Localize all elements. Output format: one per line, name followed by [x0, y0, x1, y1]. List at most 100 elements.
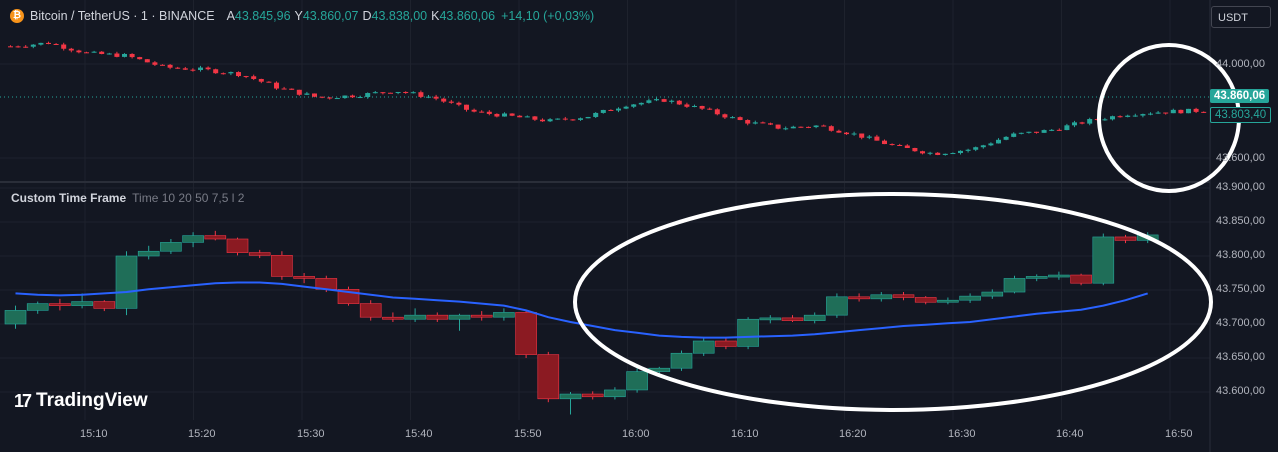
- ctf-candle-body: [470, 314, 493, 318]
- time-axis-label: 15:40: [405, 428, 433, 440]
- ctf-candle-body: [1070, 274, 1092, 284]
- candle-body: [965, 149, 971, 151]
- ctf-candle-body: [448, 314, 471, 320]
- low-value: 43.838,00: [371, 9, 428, 23]
- high-label: Y: [294, 9, 303, 23]
- candle-body: [851, 133, 857, 135]
- candle-body: [258, 78, 264, 82]
- indicator-legend[interactable]: Custom Time Frame Time 10 20 50 7,5 l 2: [11, 191, 244, 205]
- candle-body: [661, 99, 667, 102]
- candle-body: [418, 92, 424, 97]
- candle-body: [68, 48, 74, 51]
- candle-body: [479, 111, 485, 113]
- candle-body: [1087, 119, 1093, 124]
- candle-body: [950, 153, 956, 155]
- symbol-title[interactable]: Bitcoin / TetherUS · 1 · BINANCE: [30, 9, 215, 23]
- ctf-candle-body: [71, 301, 93, 306]
- candle-body: [403, 91, 409, 93]
- candle-body: [1110, 116, 1115, 120]
- price-axis-label: 43.750,00: [1216, 283, 1265, 295]
- candle-body: [198, 67, 203, 71]
- candle-body: [99, 51, 105, 54]
- time-axis-label: 15:10: [80, 428, 108, 440]
- ctf-candle-body: [382, 316, 404, 320]
- candle-body: [760, 122, 766, 124]
- ctf-candle-body: [493, 312, 515, 318]
- candle-body: [509, 113, 515, 116]
- candle-body: [53, 43, 59, 45]
- ctf-candle-body: [981, 291, 1004, 297]
- ctf-candle-body: [559, 393, 582, 400]
- candle-body: [942, 153, 948, 155]
- ctf-candle-body: [737, 318, 759, 347]
- candle-body: [920, 151, 925, 154]
- candle-body: [464, 104, 469, 110]
- candle-body: [973, 147, 979, 150]
- ctf-candle-body: [781, 317, 804, 321]
- candle-body: [555, 118, 561, 120]
- ctf-candle-body: [581, 393, 604, 398]
- ctf-candle-body: [359, 303, 382, 318]
- candle-body: [775, 124, 781, 129]
- price-axis-label: 43.800,00: [1216, 249, 1265, 261]
- candle-body: [676, 100, 682, 105]
- candle-body: [137, 57, 143, 60]
- ctf-candle-body: [670, 352, 693, 369]
- ctf-candle-body: [1025, 276, 1048, 279]
- ctf-candle-body: [1114, 236, 1137, 241]
- price-axis-label: 43.600,00: [1216, 385, 1265, 397]
- candle-body: [456, 102, 462, 105]
- close-label: K: [431, 9, 440, 23]
- candle-body: [836, 130, 842, 133]
- candle-body: [205, 67, 211, 70]
- ctf-candle-body: [826, 296, 848, 316]
- candle-body: [737, 117, 743, 121]
- ctf-candle-body: [715, 340, 737, 347]
- ctf-candle-body: [803, 314, 826, 321]
- candle-body: [152, 62, 158, 65]
- candle-body: [1018, 132, 1024, 134]
- candle-body: [23, 46, 29, 48]
- currency-button[interactable]: USDT: [1211, 6, 1271, 28]
- ctf-candle-body: [426, 314, 449, 320]
- candle-body: [745, 120, 751, 124]
- tradingview-logo[interactable]: 17 TradingView: [14, 390, 148, 412]
- candle-body: [76, 50, 82, 53]
- candle-body: [144, 59, 150, 63]
- candle-body: [707, 108, 713, 110]
- candle-body: [486, 111, 492, 114]
- candle-body: [638, 102, 644, 105]
- candle-body: [129, 53, 135, 58]
- candle-body: [114, 53, 120, 57]
- highlight-ellipse-bottom: [573, 192, 1213, 412]
- candle-body: [289, 88, 295, 90]
- candle-body: [654, 99, 659, 101]
- ctf-candle-body: [160, 242, 182, 252]
- candle-body: [714, 109, 720, 115]
- candle-body: [844, 132, 849, 135]
- indicator-name[interactable]: Custom Time Frame: [11, 191, 127, 205]
- price-axis-label: 43.600,00: [1216, 152, 1265, 164]
- candle-body: [365, 93, 371, 98]
- last-price-tag: 43.860,06: [1210, 89, 1270, 103]
- candle-body: [266, 81, 272, 83]
- ctf-candle-body: [204, 235, 227, 240]
- candle-body: [175, 67, 181, 69]
- candle-body: [813, 125, 819, 128]
- candle-body: [1011, 133, 1017, 137]
- candle-body: [334, 98, 340, 100]
- ctf-candle-body: [293, 276, 315, 279]
- ctf-candle-body: [271, 255, 293, 277]
- candle-body: [190, 69, 196, 71]
- candle-body: [912, 147, 918, 152]
- candle-body: [388, 92, 393, 94]
- ctf-candle-body: [537, 354, 560, 400]
- candle-body: [1140, 114, 1146, 116]
- ctf-candle-body: [848, 296, 870, 300]
- ctf-candle-body: [515, 312, 537, 355]
- candle-body: [562, 118, 568, 120]
- ctf-candle-body: [1003, 278, 1026, 293]
- candle-body: [1178, 109, 1184, 114]
- candle-body: [372, 92, 378, 94]
